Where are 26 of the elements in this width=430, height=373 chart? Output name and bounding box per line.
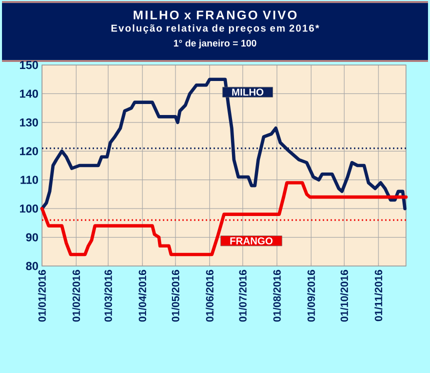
y-tick-label: 140 [20,90,38,98]
y-tick-label: 100 [20,204,38,213]
x-tick-label: 01/03/2016 [104,270,112,322]
series-label: FRANGO [230,237,273,244]
x-tick-label: 01/09/2016 [307,270,316,322]
y-tick-label: 130 [20,118,38,127]
line-series [40,78,407,210]
line-series [40,181,408,256]
y-tick-label: 90 [26,233,38,242]
x-tick-label: 01/08/2016 [273,270,281,322]
y-tick-label: 150 [20,60,38,70]
chart-subtitle: Evolução relativa de preços em 2016* [111,24,320,34]
x-tick-label: 01/01/2016 [38,270,46,322]
x-tick-label: 01/06/2016 [206,270,214,322]
y-tick-label: 120 [20,147,38,156]
chart-title: MILHO x FRANGO VIVO [134,10,297,20]
x-tick-label: 01/04/2016 [138,270,146,322]
x-tick-label: 01/11/2016 [374,270,382,322]
series-label: MILHO [232,88,264,96]
y-tick-label: 110 [20,176,38,184]
x-tick-label: 01/07/2016 [238,270,247,322]
x-tick-label: 01/05/2016 [172,270,180,322]
text: 1° de janeiro = 100 [174,40,256,48]
y-tick-label: 80 [26,262,38,270]
x-tick-label: 01/10/2016 [340,270,348,322]
x-tick-label: 01/02/2016 [72,270,80,322]
